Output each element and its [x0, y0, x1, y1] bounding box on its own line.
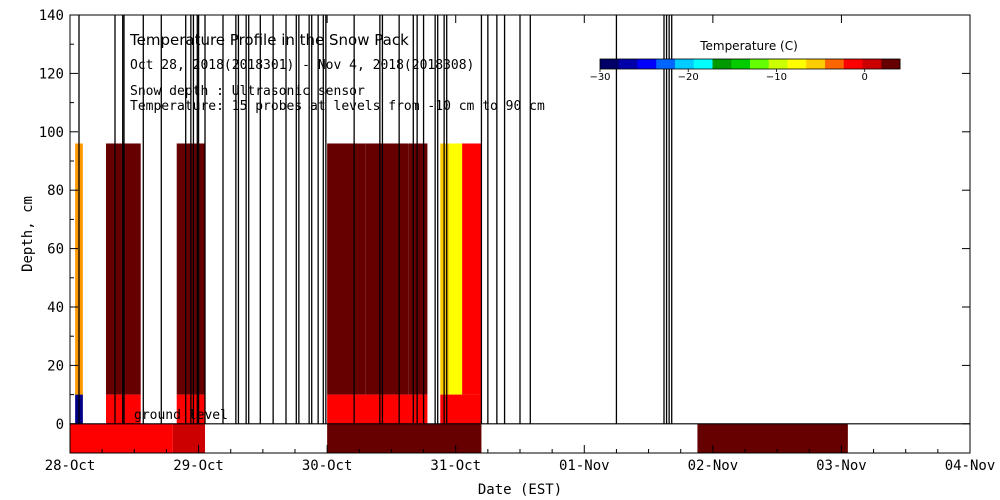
y-axis-title: Depth, cm [20, 196, 36, 272]
chart-title: Temperature Profile in the Snow Pack [129, 31, 409, 49]
temperature-cell-17 [697, 423, 848, 453]
colorbar-swatch-5 [693, 59, 713, 69]
colorbar-tick-label-0: −30 [589, 72, 610, 83]
x-axis: 28-Oct 29-Oct 30-Oct 31-Oct 01-Nov 02-Nov 03-N… [45, 15, 996, 474]
colorbar-swatch-2 [637, 59, 657, 69]
x-tick-label-3: 31-Oct [430, 458, 481, 474]
colorbar-swatch-9 [768, 59, 788, 69]
ground-level-label: ground level [134, 408, 228, 423]
x-tick-label-0: 28-Oct [45, 458, 96, 474]
colorbar-tick-label-2: −10 [766, 72, 787, 83]
colorbar-tick-label-1: −20 [678, 72, 699, 83]
colorbar-swatch-0 [600, 59, 620, 69]
temperature-heatmap [70, 143, 848, 453]
x-tick-label-5: 02-Nov [688, 458, 739, 474]
colorbar-swatch-3 [656, 59, 676, 69]
temperature-cell-16 [327, 423, 482, 453]
colorbar-swatch-13 [843, 59, 863, 69]
colorbar-swatch-10 [787, 59, 807, 69]
colorbar-swatch-8 [750, 59, 770, 69]
colorbar-swatch-14 [862, 59, 882, 69]
colorbar: −30 −20 −10 0 [589, 58, 901, 83]
x-tick-label-7: 04-Nov [945, 458, 996, 474]
colorbar-swatch-15 [881, 59, 901, 69]
temperature-cell-7 [172, 423, 205, 453]
colorbar-swatch-11 [806, 59, 826, 69]
y-tick-label-1: 20 [47, 358, 64, 374]
temperature-cell-6 [70, 423, 173, 453]
y-tick-label-6: 120 [39, 66, 64, 82]
snow-depth-series [78, 15, 673, 424]
colorbar-tick-label-3: 0 [862, 72, 868, 83]
colorbar-swatch-4 [675, 59, 695, 69]
annotation-snow-depth: Snow depth : Ultrasonic sensor [130, 84, 365, 99]
colorbar-swatch-7 [731, 59, 751, 69]
temperature-cell-11 [327, 394, 428, 424]
y-tick-label-2: 40 [47, 300, 64, 316]
y-tick-label-0: 0 [56, 417, 64, 433]
temperature-cell-8 [327, 143, 366, 395]
colorbar-frame [599, 58, 901, 70]
y-tick-label-4: 80 [47, 183, 64, 199]
temperature-cell-14 [462, 143, 482, 395]
colorbar-swatch-12 [825, 59, 845, 69]
x-axis-title: Date (EST) [478, 482, 562, 498]
chart-subtitle: Oct 28, 2018(2018301) - Nov 4, 2018(2018… [130, 58, 474, 73]
y-tick-label-5: 100 [39, 125, 64, 141]
colorbar-title: Temperature (C) [699, 39, 798, 53]
x-tick-label-1: 29-Oct [173, 458, 224, 474]
colorbar-swatch-6 [712, 59, 732, 69]
x-tick-label-2: 30-Oct [302, 458, 353, 474]
colorbar-swatch-1 [618, 59, 638, 69]
y-tick-label-3: 60 [47, 242, 64, 258]
x-tick-label-6: 03-Nov [816, 458, 867, 474]
temperature-cell-13 [449, 143, 463, 395]
x-tick-label-4: 01-Nov [559, 458, 610, 474]
y-tick-label-7: 140 [39, 8, 64, 24]
annotation-temperature: Temperature: 15 probes at levels from -1… [130, 99, 545, 114]
temperature-cell-9 [365, 143, 409, 395]
y-axis: 0 20 40 60 80 100 120 140 [39, 8, 970, 433]
